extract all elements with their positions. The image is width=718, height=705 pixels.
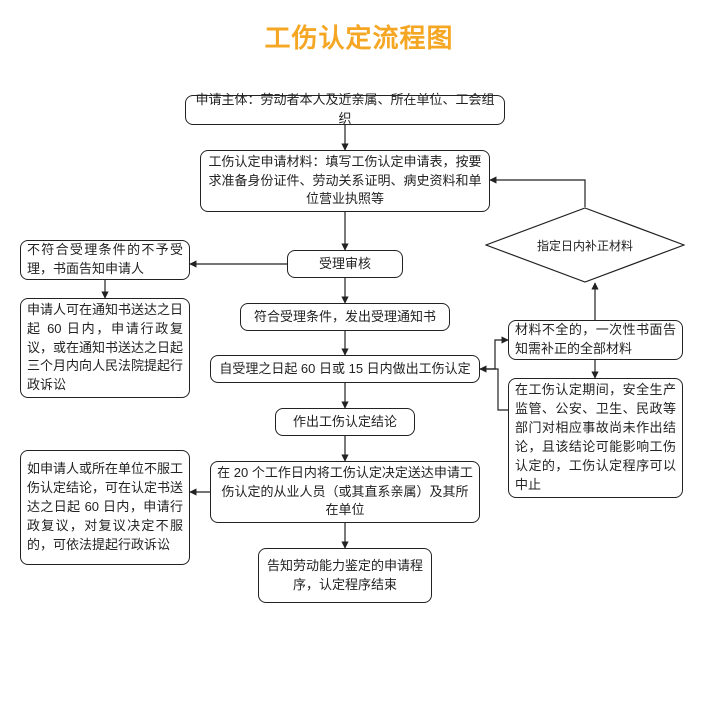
node-accept-notice: 符合受理条件，发出受理通知书 (240, 303, 450, 331)
node-label: 工伤认定申请材料：填写工伤认定申请表，按要求准备身份证件、劳动关系证明、病史资料… (207, 153, 483, 210)
node-materials: 工伤认定申请材料：填写工伤认定申请表，按要求准备身份证件、劳动关系证明、病史资料… (200, 150, 490, 212)
node-applicant: 申请主体：劳动者本人及近亲属、所在单位、工会组织 (185, 95, 505, 125)
node-label: 材料不全的，一次性书面告知需补正的全部材料 (515, 321, 676, 359)
node-label: 告知劳动能力鉴定的申请程序，认定程序结束 (265, 557, 425, 595)
node-reject-notice: 不符合受理条件的不予受理，书面告知申请人 (20, 240, 190, 280)
node-label: 自受理之日起 60 日或 15 日内做出工伤认定 (219, 360, 470, 379)
node-end: 告知劳动能力鉴定的申请程序，认定程序结束 (258, 548, 432, 603)
node-suspend: 在工伤认定期间，安全生产监管、公安、卫生、民政等部门对相应事故尚未作出结论，且该… (508, 378, 683, 498)
node-supply-materials: 指定日内补正材料 (485, 207, 685, 283)
node-label: 在 20 个工作日内将工伤认定决定送达申请工伤认定的从业人员（或其直系亲属）及其… (217, 464, 473, 521)
node-label: 在工伤认定期间，安全生产监管、公安、卫生、民政等部门对相应事故尚未作出结论，且该… (515, 381, 676, 494)
node-disagree-appeal: 如申请人或所在单位不服工伤认定结论，可在认定书送达之日起 60 日内，申请行政复… (20, 450, 190, 565)
node-review: 受理审核 (287, 250, 403, 278)
node-label: 如申请人或所在单位不服工伤认定结论，可在认定书送达之日起 60 日内，申请行政复… (27, 460, 183, 554)
node-conclusion: 作出工伤认定结论 (275, 408, 415, 436)
node-deliver-20d: 在 20 个工作日内将工伤认定决定送达申请工伤认定的从业人员（或其直系亲属）及其… (210, 461, 480, 523)
node-appeal-60d: 申请人可在通知书送达之日起 60 日内，申请行政复议，或在通知书送达之日起三个月… (20, 298, 190, 398)
page-title: 工伤认定流程图 (0, 18, 718, 55)
node-label: 申请人可在通知书送达之日起 60 日内，申请行政复议，或在通知书送达之日起三个月… (27, 301, 183, 395)
node-decision-period: 自受理之日起 60 日或 15 日内做出工伤认定 (210, 355, 480, 383)
node-incomplete-notice: 材料不全的，一次性书面告知需补正的全部材料 (508, 320, 683, 360)
node-label: 不符合受理条件的不予受理，书面告知申请人 (27, 241, 183, 279)
node-label: 符合受理条件，发出受理通知书 (254, 308, 436, 327)
node-label: 作出工伤认定结论 (293, 413, 397, 432)
node-label: 申请主体：劳动者本人及近亲属、所在单位、工会组织 (192, 91, 498, 129)
node-label: 受理审核 (319, 255, 371, 274)
node-label: 指定日内补正材料 (537, 237, 633, 254)
